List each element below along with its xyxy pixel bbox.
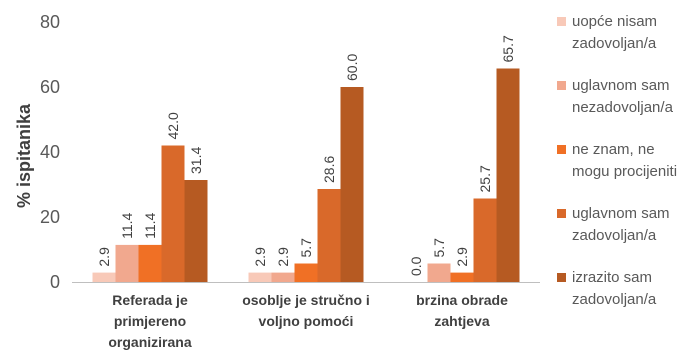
data-label: 5.7 bbox=[298, 238, 314, 258]
data-label: 5.7 bbox=[431, 238, 447, 258]
bar bbox=[271, 272, 295, 282]
bar bbox=[496, 68, 520, 282]
bar bbox=[138, 244, 162, 282]
legend-label: ne znam, ne bbox=[572, 141, 655, 158]
bar bbox=[317, 189, 341, 282]
data-label: 65.7 bbox=[500, 35, 516, 62]
legend-label: zadovoljan/a bbox=[572, 35, 657, 52]
data-label: 42.0 bbox=[165, 112, 181, 139]
category-labels: Referada je primjereno organizirana osoblje… bbox=[108, 292, 508, 350]
y-tick-label: 60 bbox=[40, 77, 60, 97]
bar bbox=[161, 145, 185, 282]
legend-label: nezadovoljan/a bbox=[572, 99, 674, 116]
data-label: 28.6 bbox=[321, 156, 337, 183]
y-axis-label: % ispitanika bbox=[14, 103, 34, 208]
category-label: primjereno bbox=[114, 313, 186, 329]
legend-swatch bbox=[557, 81, 566, 90]
category-label: zahtjeva bbox=[434, 313, 489, 329]
data-label: 2.9 bbox=[275, 247, 291, 267]
bar bbox=[473, 198, 497, 282]
legend-label: uglavnom sam bbox=[572, 77, 670, 94]
bar bbox=[115, 244, 139, 282]
y-tick-label: 80 bbox=[40, 12, 60, 32]
bar bbox=[248, 272, 272, 282]
data-label: 25.7 bbox=[477, 165, 493, 192]
category-label: brzina obrade bbox=[416, 292, 508, 308]
y-tick-label: 0 bbox=[50, 272, 60, 292]
data-label: 60.0 bbox=[344, 54, 360, 81]
data-label: 11.4 bbox=[142, 212, 158, 238]
category-label: Referada je bbox=[112, 292, 188, 308]
data-label: 2.9 bbox=[96, 247, 112, 267]
bar bbox=[294, 263, 318, 282]
legend-label: mogu procijeniti bbox=[572, 163, 677, 180]
y-axis-ticks: 0 20 40 60 80 bbox=[40, 12, 60, 292]
legend-swatch bbox=[557, 209, 566, 218]
bar bbox=[340, 87, 364, 282]
legend-label: izrazito sam bbox=[572, 269, 652, 286]
y-tick-label: 20 bbox=[40, 207, 60, 227]
bar bbox=[184, 180, 208, 282]
data-label: 31.4 bbox=[188, 147, 204, 174]
bar bbox=[450, 272, 474, 282]
legend-label: uopće nisam bbox=[572, 13, 657, 30]
category-label: osoblje je stručno i bbox=[242, 292, 370, 308]
data-label: 2.9 bbox=[454, 247, 470, 267]
legend-swatch bbox=[557, 273, 566, 282]
y-tick-label: 40 bbox=[40, 142, 60, 162]
legend-label: zadovoljan/a bbox=[572, 227, 657, 244]
data-labels: 2.9 11.4 11.4 42.0 31.4 2.9 2.9 5.7 28.6 60.0 0.0 5… bbox=[96, 35, 516, 276]
category-label: voljno pomoći bbox=[259, 313, 354, 329]
legend-swatch bbox=[557, 17, 566, 26]
data-label: 0.0 bbox=[408, 256, 424, 276]
bar bbox=[427, 263, 451, 282]
legend-label: uglavnom sam bbox=[572, 205, 670, 222]
legend: uopće nisam zadovoljan/a uglavnom sam nezad… bbox=[557, 13, 677, 308]
data-label: 11.4 bbox=[119, 212, 135, 238]
bar bbox=[92, 272, 116, 282]
category-label: organizirana bbox=[108, 334, 191, 350]
data-label: 2.9 bbox=[252, 247, 268, 267]
bars bbox=[92, 68, 520, 282]
legend-swatch bbox=[557, 145, 566, 154]
legend-label: zadovoljan/a bbox=[572, 291, 657, 308]
